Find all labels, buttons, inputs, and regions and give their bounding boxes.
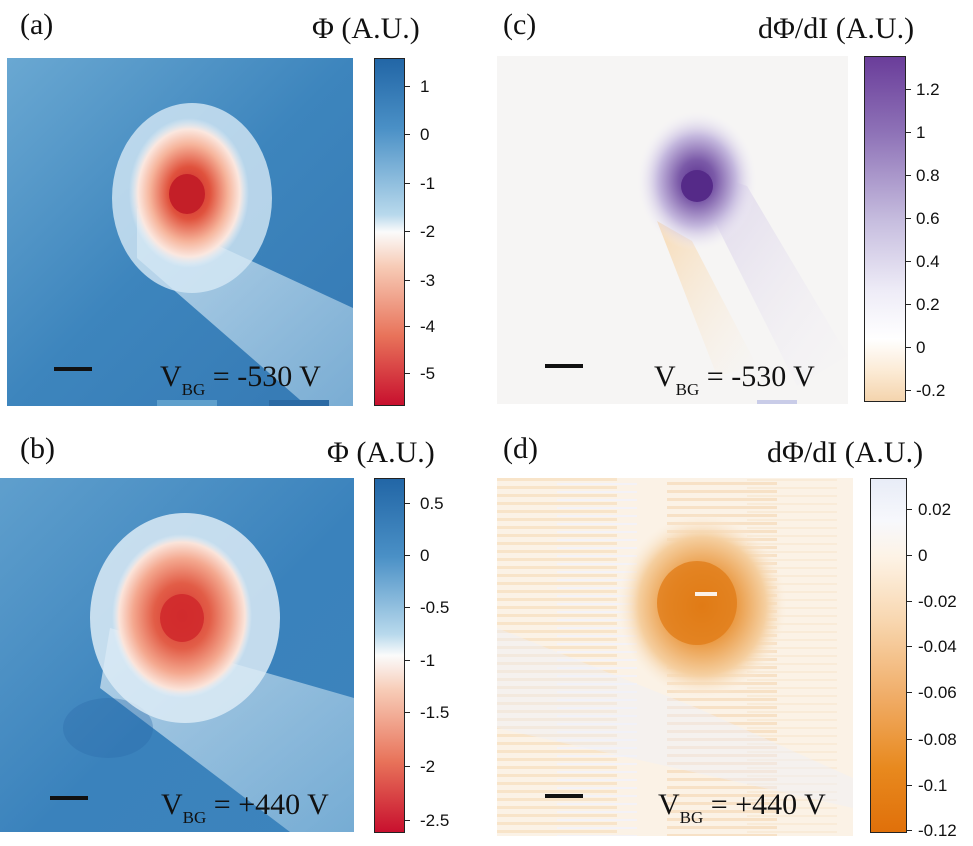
tick-label: -1 [420,174,436,193]
tick-label: -3 [420,271,436,290]
tick-label: 0 [420,546,430,565]
dphi-di-map [497,478,853,836]
tick-label: -5 [420,364,436,383]
tick-label: -2.5 [420,811,450,830]
colorbar [870,478,907,833]
voltage-label: VBG = -530 V [160,360,321,399]
tick-label: -0.04 [918,637,957,656]
tick-label: -0.5 [420,598,450,617]
tick-label: -0.08 [918,730,957,749]
tick-label: 1 [916,123,926,142]
colorbar-title: Φ (A.U.) [312,12,420,45]
colorbar [864,56,906,402]
tick-label: -1 [420,651,436,670]
tick-label: 0.8 [916,166,940,185]
tick-label: 0.2 [916,295,940,314]
scale-bar [54,367,92,371]
panel-label: (d) [503,432,538,465]
panel-label: (c) [503,8,537,41]
tick-label: -0.02 [918,592,957,611]
panel-label: (a) [20,8,54,41]
tick-label: 0.5 [420,494,444,513]
colorbar [374,58,405,406]
panel-label: (b) [20,432,55,465]
tick-label: -0.06 [918,683,957,702]
voltage-label: VBG = +440 V [658,788,826,827]
voltage-label: VBG = -530 V [654,360,815,399]
phi-map [0,478,354,832]
voltage-label: VBG = +440 V [161,788,329,827]
tick-label: -2 [420,222,436,241]
scale-bar [545,794,583,798]
tick-label: -2 [420,757,436,776]
tick-label: -0.2 [916,381,946,400]
scale-bar [545,364,583,368]
tick-label: 0.6 [916,209,940,228]
colorbar-title: Φ (A.U.) [327,436,435,469]
phi-map [7,58,353,406]
tick-label: 0.4 [916,252,940,271]
tick-label: 0.02 [918,500,952,519]
colorbar [374,478,405,833]
tick-label: 0 [916,338,926,357]
colorbar-title: dΦ/dI (A.U.) [758,12,915,45]
colorbar-title: dΦ/dI (A.U.) [767,436,924,469]
tick-label: 1 [420,77,430,96]
scale-bar [50,796,88,800]
tick-label: -0.1 [918,776,948,795]
tick-label: -0.12 [918,821,957,840]
tick-label: 0 [918,546,928,565]
tick-label: -1.5 [420,703,450,722]
dphi-di-map [497,56,848,404]
tick-label: 0 [420,125,430,144]
tick-label: 1.2 [916,80,940,99]
tick-label: -4 [420,317,436,336]
